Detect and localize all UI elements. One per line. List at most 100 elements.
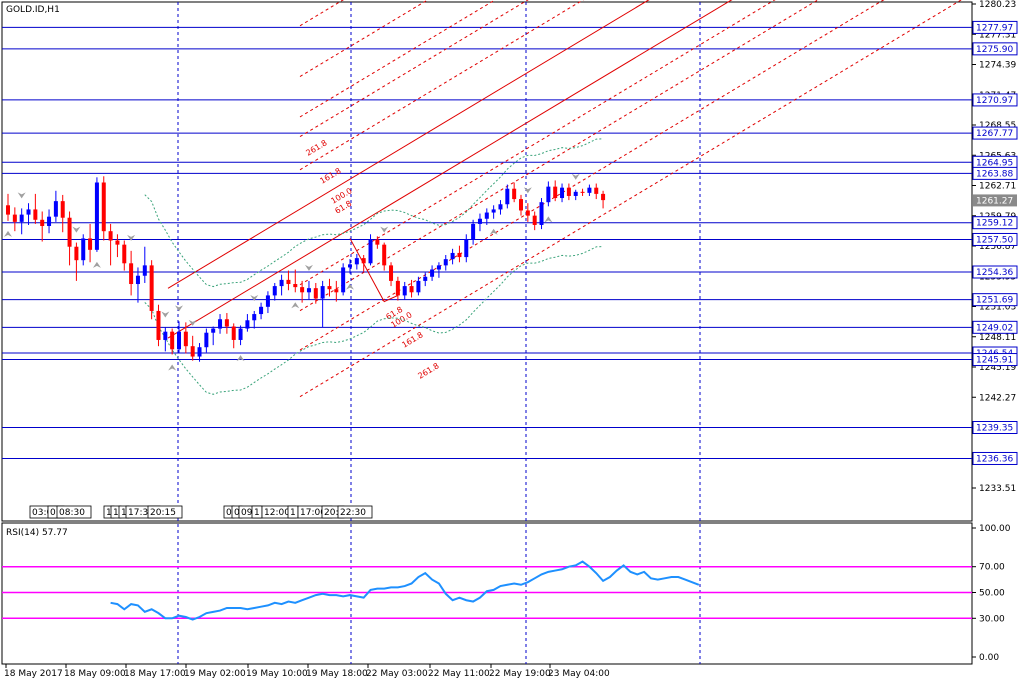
price-tick-label: 1268.55 <box>979 121 1016 131</box>
rsi-tick-label: 100.00 <box>979 524 1011 534</box>
time-axis-label: 23 May 04:00 <box>548 669 610 679</box>
session-tag-label: 1 <box>254 508 260 518</box>
price-level-label: 1263.88 <box>976 169 1013 179</box>
price-level-badge <box>972 320 1018 334</box>
candle-body <box>361 258 366 264</box>
envelope-upper <box>144 138 604 288</box>
fibonacci-retracement-leg <box>349 238 399 303</box>
fractal-up-arrow <box>346 283 354 290</box>
price-tick-label: 1256.87 <box>979 242 1016 252</box>
candle-body <box>354 258 359 265</box>
fractal-down-arrow <box>161 311 170 318</box>
price-level-badge <box>972 166 1018 180</box>
candle-body <box>560 187 565 199</box>
session-tag-label: 09: <box>241 508 255 518</box>
rsi-indicator-title: RSI(14) 57.77 <box>6 528 68 538</box>
price-tick-label: 1251.03 <box>979 303 1016 313</box>
rsi-tick-label: 70.00 <box>979 563 1005 573</box>
candle-body <box>375 239 380 245</box>
time-axis-label: 18 May 2017 <box>4 669 63 679</box>
candle-body <box>279 279 284 287</box>
price-level-label: 1259.12 <box>976 219 1013 229</box>
price-level-label: 1254.36 <box>976 268 1013 278</box>
price-tick-label: 1274.39 <box>979 61 1016 71</box>
candle-body <box>450 252 455 260</box>
session-tag-label: 22:30 <box>340 508 366 518</box>
price-level-badge <box>972 451 1018 465</box>
price-tick-label: 1280.23 <box>979 0 1016 10</box>
candle-body <box>471 223 476 240</box>
fractal-down-arrow <box>523 187 532 194</box>
session-tag <box>147 505 183 519</box>
price-level-label: 1236.36 <box>976 454 1013 464</box>
candle-body <box>573 191 578 196</box>
candle-body <box>177 331 181 350</box>
session-tag-label: 0 <box>50 508 56 518</box>
candle-body <box>423 276 428 281</box>
price-tick-label: 1277.31 <box>979 30 1016 40</box>
candle-body <box>6 205 10 215</box>
price-level-badge <box>972 42 1018 56</box>
fibonacci-channel-line <box>299 0 819 312</box>
session-tag-label: 1 <box>106 508 112 518</box>
candle-body <box>19 214 24 222</box>
fractal-down-arrow <box>175 305 183 312</box>
candle-body <box>566 187 571 196</box>
rsi-tick-label: 50.00 <box>979 589 1005 599</box>
candle-body <box>491 209 496 213</box>
candle-body <box>505 188 510 205</box>
session-tag-label: 20:15 <box>150 508 176 518</box>
price-level-badge <box>972 293 1018 307</box>
price-tick-label: 1233.51 <box>979 484 1016 494</box>
candle-body <box>47 216 52 227</box>
time-axis-label: 19 May 10:00 <box>246 669 308 679</box>
candle-body <box>525 210 530 216</box>
session-tag-label: 08:30 <box>59 508 85 518</box>
price-level-label: 1249.02 <box>976 323 1013 333</box>
session-tag-label: 17:30 <box>128 508 154 518</box>
price-level-badge <box>972 216 1018 230</box>
price-level-badge <box>972 265 1018 279</box>
candle-body <box>368 239 373 264</box>
rsi-line <box>110 560 700 621</box>
price-level-label: 1277.97 <box>976 23 1013 33</box>
candle-body <box>334 289 339 293</box>
candle-body <box>430 269 435 277</box>
candle-body <box>183 331 188 347</box>
candle-body <box>53 201 58 217</box>
candle-body <box>238 328 243 340</box>
candle-body <box>259 306 264 315</box>
candle-body <box>149 265 154 311</box>
session-tag <box>337 505 373 519</box>
price-level-badge <box>972 232 1018 246</box>
fractal-up-arrow <box>168 364 177 371</box>
candle-body <box>197 347 202 357</box>
candle-body <box>484 212 489 219</box>
candle-body <box>224 319 229 327</box>
fractal-up-arrow <box>4 230 12 237</box>
price-tick-label: 1245.19 <box>979 363 1016 373</box>
price-level-badge <box>972 126 1018 140</box>
candle-body <box>252 314 257 321</box>
candle-body <box>129 263 134 285</box>
price-level-label: 1257.50 <box>976 235 1013 245</box>
fibonacci-channel-line <box>299 0 885 351</box>
candle-body <box>313 288 318 299</box>
candle-body <box>211 328 216 333</box>
candle-body <box>33 209 38 220</box>
price-level-label: 1270.97 <box>976 96 1013 106</box>
session-tag-label: 0 <box>234 508 240 518</box>
fibonacci-channel-line <box>299 0 963 398</box>
candle-body <box>457 252 462 258</box>
candle-body <box>587 187 592 193</box>
candle-body <box>546 186 551 203</box>
candle-body <box>122 244 127 264</box>
fibonacci-channel-line <box>167 0 733 339</box>
candle-body <box>115 240 120 245</box>
candle-body <box>67 217 72 247</box>
session-tag-label: 17:00 <box>300 508 326 518</box>
fractal-down-arrow <box>380 226 389 233</box>
session-tag <box>56 505 92 519</box>
